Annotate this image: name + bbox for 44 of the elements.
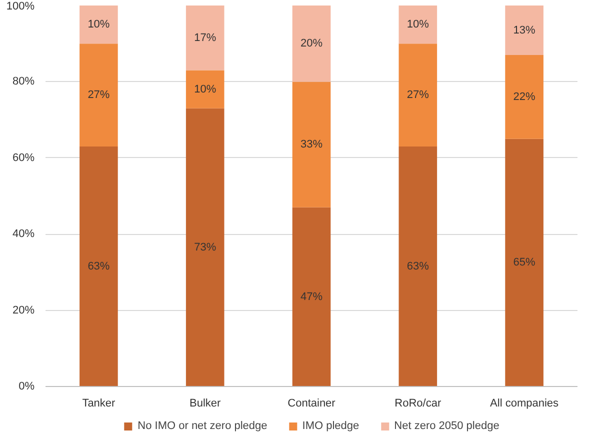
data-label: 22%	[513, 90, 536, 103]
bar	[80, 146, 118, 386]
data-label: 10%	[406, 18, 430, 31]
bar	[186, 70, 224, 108]
bar	[80, 44, 118, 146]
data-label: 10%	[88, 18, 110, 31]
data-label: 27%	[406, 89, 430, 102]
bar	[505, 6, 544, 56]
data-label: 47%	[300, 290, 323, 303]
bar	[292, 207, 331, 386]
legend-label: No IMO or net zero pledge	[138, 420, 268, 432]
legend-label: Net zero 2050 pledge	[394, 420, 500, 432]
x-tick-label: Bulker	[190, 398, 222, 410]
data-label: 17%	[194, 32, 216, 44]
y-tick-label: 0%	[18, 380, 35, 392]
legend-label: IMO pledge	[302, 420, 360, 432]
data-label: 63%	[406, 260, 430, 272]
y-tick-label: 80%	[12, 76, 35, 88]
data-label: 73%	[194, 241, 216, 254]
y-tick-label: 20%	[12, 304, 35, 316]
data-label: 13%	[513, 24, 536, 36]
y-tick-label: 60%	[12, 152, 35, 164]
y-tick-label: 40%	[12, 228, 35, 240]
bar	[398, 44, 438, 146]
bar	[398, 146, 438, 386]
x-tick-label: All companies	[490, 398, 560, 410]
data-label: 63%	[88, 260, 110, 272]
bar	[80, 6, 118, 44]
bar	[505, 138, 544, 386]
x-tick-label: RoRo/car	[394, 398, 442, 410]
data-label: 33%	[300, 138, 323, 151]
bar	[398, 6, 438, 44]
bar	[505, 55, 544, 139]
bar	[292, 6, 331, 82]
bar	[186, 108, 224, 386]
data-label: 65%	[513, 256, 536, 269]
bar	[292, 82, 331, 208]
y-tick-label: 100%	[6, 0, 35, 12]
data-label: 20%	[300, 38, 323, 50]
x-tick-label: Container	[288, 398, 336, 410]
data-label: 27%	[88, 89, 110, 102]
data-label: 10%	[194, 83, 216, 96]
bar	[186, 6, 224, 70]
x-tick-label: Tanker	[82, 398, 116, 410]
